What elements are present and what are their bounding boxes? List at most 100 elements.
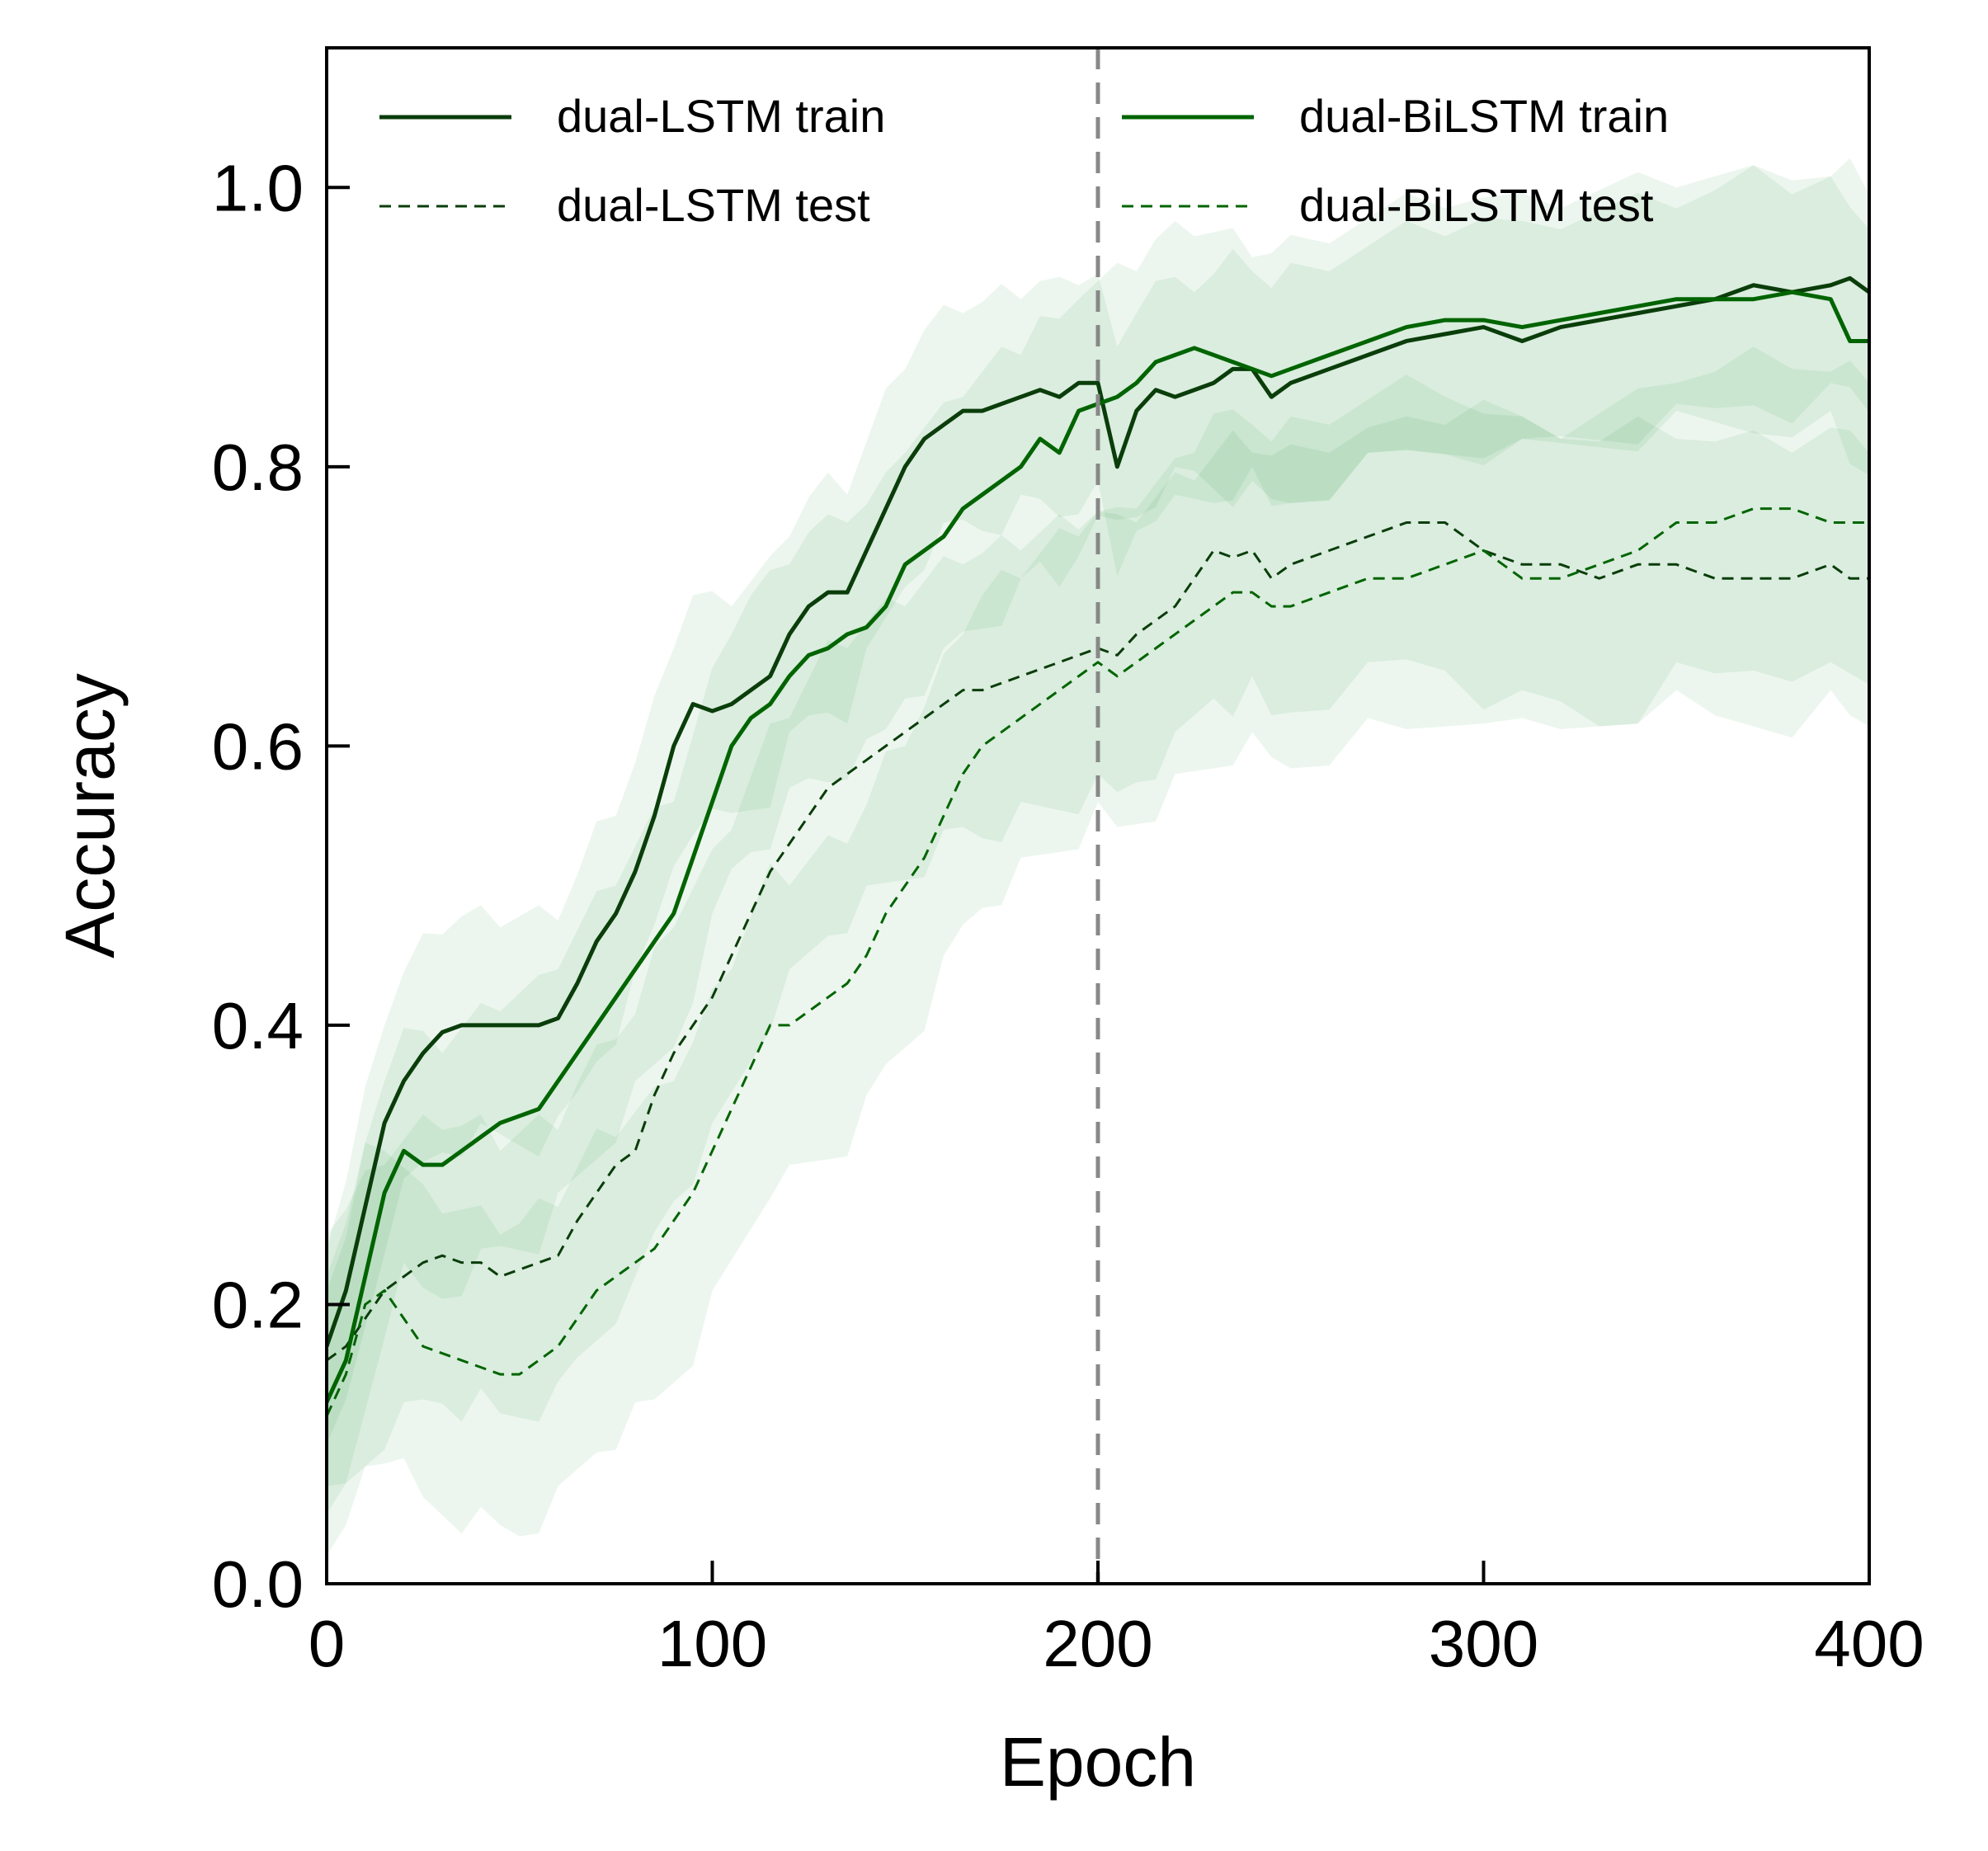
point-dual-bilstm-test: [1251, 591, 1254, 594]
point-dual-lstm-test: [943, 703, 945, 705]
point-dual-bilstm-test: [692, 1192, 695, 1194]
point-dual-lstm-train: [865, 549, 868, 552]
point-dual-bilstm-train: [1328, 354, 1331, 356]
y-tick-label: 0.8: [212, 431, 304, 504]
point-dual-lstm-train: [1001, 403, 1003, 405]
point-dual-lstm-train: [711, 710, 714, 713]
point-dual-bilstm-test: [981, 745, 983, 747]
point-dual-lstm-test: [1135, 633, 1138, 635]
legend-label: dual-BiLSTM train: [1299, 90, 1669, 142]
point-dual-bilstm-train: [422, 1164, 424, 1166]
point-dual-bilstm-test: [1116, 675, 1119, 677]
point-dual-lstm-train: [962, 410, 964, 412]
point-dual-bilstm-test: [1155, 647, 1157, 649]
point-dual-bilstm-test: [1830, 521, 1832, 524]
point-dual-bilstm-test: [538, 1359, 540, 1362]
point-dual-lstm-test: [1251, 549, 1254, 552]
point-dual-bilstm-train: [460, 1150, 463, 1152]
point-dual-bilstm-train: [789, 675, 791, 677]
point-dual-lstm-train: [1039, 389, 1041, 391]
point-dual-lstm-test: [1155, 619, 1157, 622]
point-dual-bilstm-train: [1406, 326, 1408, 328]
point-dual-bilstm-test: [808, 1010, 810, 1012]
point-dual-bilstm-train: [1020, 465, 1022, 468]
point-dual-bilstm-test: [384, 1289, 386, 1292]
point-dual-bilstm-test: [962, 773, 964, 775]
point-dual-bilstm-test: [1521, 577, 1524, 580]
point-dual-bilstm-test: [1675, 521, 1678, 524]
legend-label: dual-BiLSTM test: [1299, 179, 1654, 231]
point-dual-bilstm-test: [769, 1024, 771, 1026]
y-tick-label: 0.6: [212, 709, 304, 783]
point-dual-lstm-train: [576, 982, 578, 985]
point-dual-lstm-test: [1849, 577, 1851, 580]
point-dual-bilstm-train: [884, 605, 887, 608]
point-dual-lstm-test: [1444, 521, 1446, 524]
point-dual-lstm-test: [1058, 661, 1061, 663]
point-dual-lstm-train: [1598, 319, 1600, 322]
x-tick-label: 200: [1043, 1607, 1152, 1680]
line-dual-bilstm-test: [327, 507, 1869, 1417]
point-dual-bilstm-test: [1135, 661, 1138, 663]
point-dual-lstm-test: [692, 1024, 695, 1026]
series-dual-bilstm-test: [327, 507, 1869, 1417]
point-dual-lstm-test: [1213, 549, 1215, 552]
point-dual-lstm-test: [1406, 521, 1408, 524]
line-dual-lstm-test: [327, 521, 1869, 1362]
point-dual-lstm-test: [1830, 563, 1832, 566]
point-dual-bilstm-train: [1849, 340, 1851, 342]
point-dual-bilstm-test: [1193, 619, 1195, 622]
point-dual-bilstm-test: [1289, 605, 1292, 608]
point-dual-lstm-test: [789, 842, 791, 845]
point-dual-lstm-test: [1174, 605, 1176, 608]
point-dual-bilstm-train: [1232, 360, 1234, 363]
point-dual-bilstm-test: [672, 1219, 675, 1222]
point-dual-lstm-train: [1193, 389, 1195, 391]
point-dual-lstm-train: [1155, 389, 1157, 391]
point-dual-bilstm-train: [576, 1052, 578, 1054]
point-dual-lstm-test: [981, 689, 983, 691]
point-dual-lstm-test: [1791, 577, 1793, 580]
point-dual-lstm-train: [1849, 277, 1851, 280]
legend: dual-LSTM train dual-LSTM test dual-BiLSTM…: [379, 90, 1669, 231]
point-dual-lstm-test: [808, 815, 810, 817]
point-dual-lstm-train: [345, 1289, 347, 1292]
point-dual-lstm-test: [345, 1345, 347, 1348]
point-dual-lstm-test: [499, 1275, 502, 1278]
point-dual-bilstm-test: [1791, 507, 1793, 510]
series-dual-lstm-test: [327, 521, 1869, 1362]
point-dual-lstm-train: [692, 703, 695, 705]
x-tick-label: 300: [1429, 1607, 1538, 1680]
point-dual-bilstm-train: [1560, 319, 1562, 322]
point-dual-bilstm-train: [827, 647, 829, 649]
point-dual-bilstm-test: [1020, 717, 1022, 719]
point-dual-bilstm-test: [345, 1373, 347, 1376]
point-dual-bilstm-train: [557, 1080, 559, 1082]
point-dual-bilstm-test: [1367, 577, 1369, 580]
point-dual-bilstm-train: [1058, 451, 1061, 454]
point-dual-lstm-train: [1135, 410, 1138, 412]
point-dual-bilstm-train: [615, 996, 617, 999]
point-dual-lstm-test: [557, 1255, 559, 1257]
point-dual-lstm-train: [480, 1024, 483, 1026]
point-dual-bilstm-train: [1116, 396, 1119, 398]
series-dual-bilstm-train: [327, 290, 1869, 1403]
point-dual-bilstm-test: [653, 1247, 656, 1250]
point-dual-lstm-train: [441, 1031, 444, 1034]
point-dual-bilstm-train: [499, 1122, 502, 1124]
point-dual-lstm-test: [615, 1164, 617, 1166]
point-dual-bilstm-test: [1039, 703, 1041, 705]
point-dual-bilstm-test: [904, 884, 907, 887]
point-dual-lstm-test: [769, 870, 771, 873]
point-dual-lstm-test: [1232, 556, 1234, 558]
point-dual-lstm-test: [422, 1261, 424, 1264]
point-dual-lstm-train: [1289, 382, 1292, 384]
point-dual-bilstm-train: [1482, 319, 1485, 322]
point-dual-lstm-train: [1367, 354, 1369, 356]
point-dual-lstm-train: [557, 1017, 559, 1020]
point-dual-lstm-test: [672, 1052, 675, 1054]
series-lines: [327, 276, 1869, 1417]
point-dual-bilstm-train: [1675, 298, 1678, 300]
point-dual-bilstm-test: [634, 1261, 637, 1264]
